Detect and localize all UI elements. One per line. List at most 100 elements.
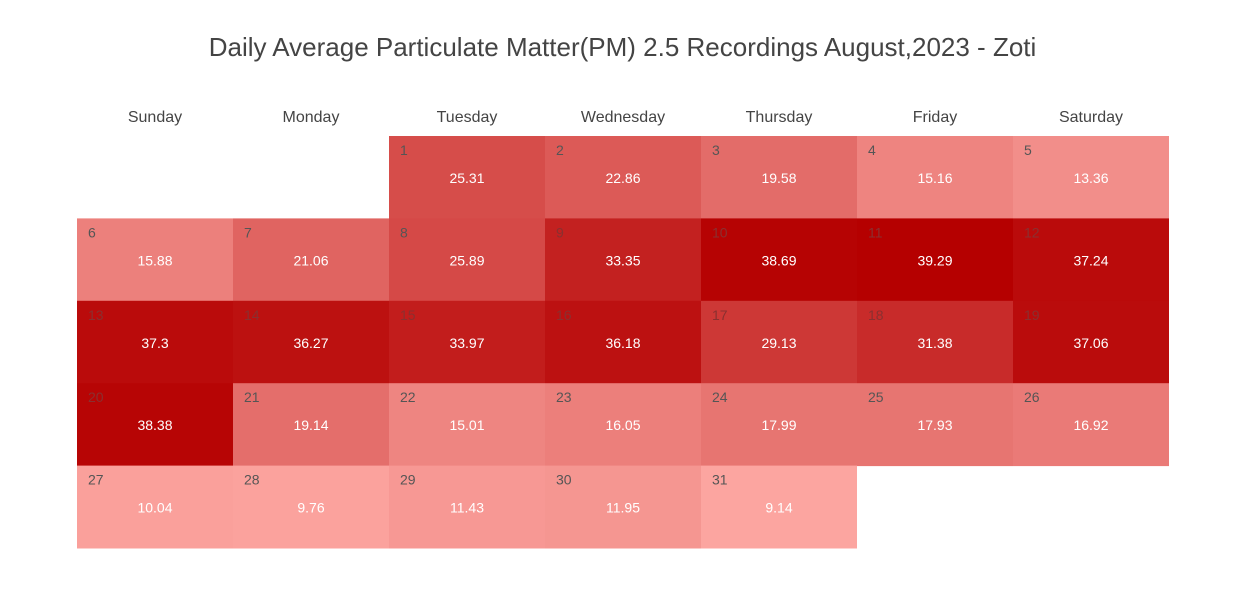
day-cell-1: 125.31 <box>389 136 545 219</box>
day-cell-rect <box>389 136 545 219</box>
day-number: 5 <box>1024 142 1032 158</box>
day-cell-rect <box>701 300 857 384</box>
day-number: 13 <box>88 307 104 323</box>
day-cell-rect <box>545 465 701 549</box>
day-number: 18 <box>868 307 884 323</box>
day-value: 38.69 <box>761 252 796 268</box>
day-value: 9.14 <box>765 500 792 516</box>
day-number: 9 <box>556 224 564 240</box>
day-cell-29: 29 11.43 <box>389 465 545 549</box>
day-cell-5: 513.36 <box>1013 136 1169 219</box>
day-value: 31.38 <box>917 335 952 351</box>
weekday-label-wednesday: Wednesday <box>581 109 665 126</box>
day-cell-9: 933.35 <box>545 218 701 302</box>
weekday-label-sunday: Sunday <box>128 109 182 126</box>
day-value: 37.3 <box>141 335 168 351</box>
day-cell-rect <box>1013 300 1169 384</box>
day-cell-rect <box>545 383 701 467</box>
day-number: 11 <box>868 224 883 240</box>
day-cell-rect <box>77 300 233 384</box>
day-cell-2: 222.86 <box>545 136 701 219</box>
day-value: 36.18 <box>605 335 640 351</box>
day-cell-8: 825.89 <box>389 218 545 302</box>
day-cell-rect <box>77 383 233 467</box>
day-number: 23 <box>556 389 572 405</box>
day-cell-30: 30 11.95 <box>545 465 701 549</box>
day-cell-12: 12 37.24 <box>1013 218 1169 302</box>
day-value: 13.36 <box>1073 170 1108 186</box>
day-cell-rect <box>389 300 545 384</box>
day-cell-28: 289.76 <box>233 465 389 549</box>
day-cell-18: 18 31.38 <box>857 300 1013 384</box>
day-cell-rect <box>233 300 389 384</box>
day-cell-rect <box>857 383 1013 467</box>
day-value: 17.99 <box>761 417 796 433</box>
day-cell-rect <box>389 218 545 302</box>
day-cell-rect <box>233 218 389 302</box>
day-cell-rect <box>857 300 1013 384</box>
day-cell-17: 17 29.13 <box>701 300 857 384</box>
day-cell-3: 319.58 <box>701 136 857 219</box>
day-cell-rect <box>701 218 857 302</box>
day-value: 11.95 <box>606 500 640 516</box>
day-value: 11.43 <box>450 500 484 516</box>
day-value: 19.14 <box>293 417 328 433</box>
weekday-label-saturday: Saturday <box>1059 109 1123 126</box>
day-value: 15.16 <box>917 170 952 186</box>
day-cell-rect <box>545 218 701 302</box>
day-value: 16.92 <box>1073 417 1108 433</box>
day-cell-10: 10 38.69 <box>701 218 857 302</box>
day-number: 15 <box>400 307 416 323</box>
day-number: 25 <box>868 389 884 405</box>
day-cell-6: 615.88 <box>77 218 233 302</box>
day-cell-16: 16 36.18 <box>545 300 701 384</box>
day-cell-4: 415.16 <box>857 136 1013 219</box>
weekday-label-tuesday: Tuesday <box>437 109 498 126</box>
day-value: 19.58 <box>761 170 796 186</box>
day-number: 14 <box>244 307 260 323</box>
day-number: 10 <box>712 224 728 240</box>
day-number: 20 <box>88 389 104 405</box>
day-value: 33.97 <box>449 335 484 351</box>
day-value: 25.31 <box>449 170 484 186</box>
day-number: 30 <box>556 472 572 488</box>
day-cell-rect <box>857 136 1013 219</box>
day-number: 16 <box>556 307 572 323</box>
day-cell-rect <box>1013 218 1169 302</box>
day-cell-rect <box>77 218 233 302</box>
day-cell-rect <box>701 136 857 219</box>
day-number: 6 <box>88 224 96 240</box>
day-cells: 125.31222.86319.58415.16513.36615.88721.… <box>77 136 1169 549</box>
day-number: 24 <box>712 389 728 405</box>
day-value: 10.04 <box>137 500 172 516</box>
day-number: 4 <box>868 142 876 158</box>
day-cell-rect <box>77 465 233 549</box>
day-value: 36.27 <box>293 335 328 351</box>
day-number: 22 <box>400 389 416 405</box>
day-number: 29 <box>400 472 416 488</box>
chart-title: Daily Average Particulate Matter(PM) 2.5… <box>208 32 1037 62</box>
day-cell-rect <box>233 383 389 467</box>
day-cell-rect <box>233 465 389 549</box>
day-cell-rect <box>1013 136 1169 219</box>
day-cell-rect <box>545 136 701 219</box>
day-value: 38.38 <box>137 417 172 433</box>
day-cell-26: 26 16.92 <box>1013 383 1169 467</box>
day-cell-rect <box>389 383 545 467</box>
weekday-label-thursday: Thursday <box>746 109 813 126</box>
day-number: 27 <box>88 472 104 488</box>
day-value: 37.24 <box>1073 252 1108 268</box>
day-value: 37.06 <box>1073 335 1108 351</box>
day-cell-20: 20 38.38 <box>77 383 233 467</box>
day-cell-rect <box>1013 383 1169 467</box>
day-value: 9.76 <box>297 500 324 516</box>
day-value: 15.01 <box>449 417 484 433</box>
day-number: 7 <box>244 224 252 240</box>
day-cell-27: 27 10.04 <box>77 465 233 549</box>
day-number: 21 <box>244 389 260 405</box>
weekday-header-row: Sunday Monday Tuesday Wednesday Thursday Frid… <box>128 109 1123 126</box>
day-number: 28 <box>244 472 260 488</box>
day-cell-19: 19 37.06 <box>1013 300 1169 384</box>
day-cell-rect <box>545 300 701 384</box>
